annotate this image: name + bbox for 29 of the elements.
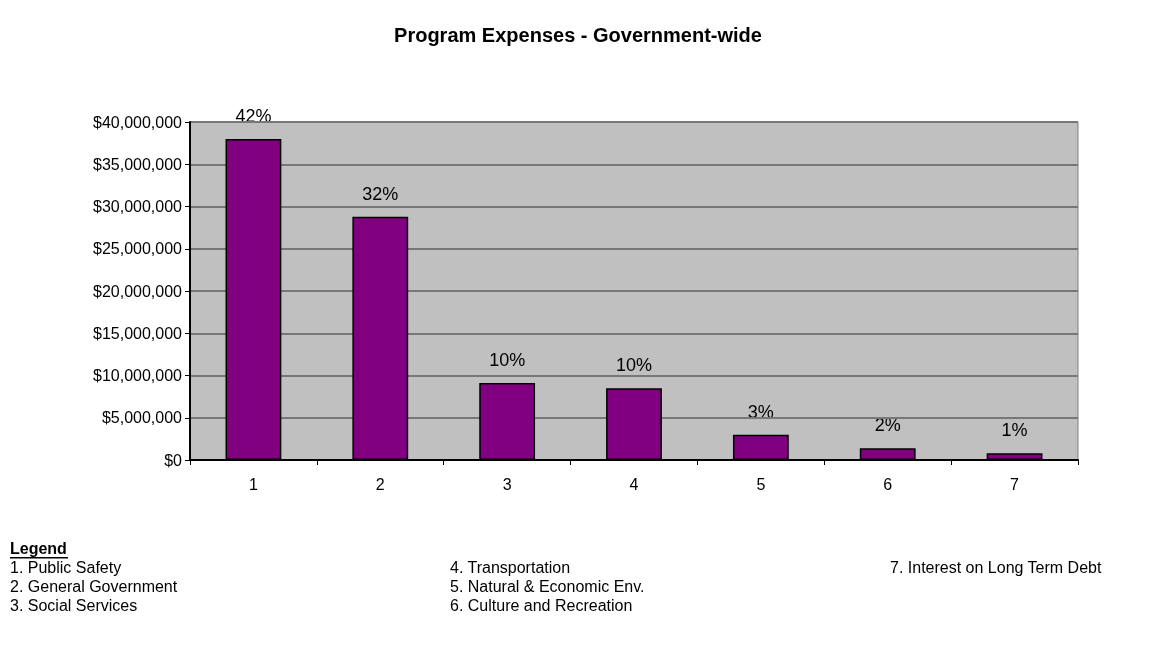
annotation: 32% — [362, 183, 399, 204]
y-tick-label: $5,000,000 — [101, 409, 183, 427]
annotation: 10% — [489, 350, 526, 371]
x-tick-label: 7 — [1010, 475, 1020, 493]
text: 6. Culture and Recreation — [450, 596, 633, 614]
y-tick-label: $30,000,000 — [93, 198, 183, 215]
text: 4. Transportation — [450, 558, 571, 576]
y-tick-label: $15,000,000 — [93, 324, 183, 342]
x-tick-label: 5 — [756, 475, 766, 493]
annotation: 1% — [1001, 420, 1028, 441]
text: 5. Natural & Economic Env. — [450, 577, 645, 595]
x-tick-label: 3 — [502, 475, 512, 493]
y-tick-label: $20,000,000 — [93, 282, 183, 300]
y-tick-label: $25,000,000 — [93, 240, 183, 258]
y-tick-label: $0 — [164, 451, 183, 469]
x-tick-label: 1 — [248, 475, 258, 493]
text: 3. Social Services — [10, 596, 138, 614]
annotation: 10% — [615, 355, 653, 376]
text: 7. Interest on Long Term Debt — [890, 558, 1102, 576]
text: 2. General Government — [10, 577, 178, 595]
y-tick-label: $35,000,000 — [93, 155, 183, 173]
y-tick-label: $10,000,000 — [93, 367, 183, 384]
x-tick-label: 6 — [883, 475, 893, 493]
x-tick-label: 4 — [629, 475, 639, 493]
text: Legend — [10, 539, 67, 557]
text: 1. Public Safety — [10, 558, 122, 576]
y-tick-label: $40,000,000 — [93, 113, 183, 131]
x-tick-label: 2 — [375, 475, 385, 493]
chart-title: Program Expenses - Government-wide — [394, 24, 762, 46]
